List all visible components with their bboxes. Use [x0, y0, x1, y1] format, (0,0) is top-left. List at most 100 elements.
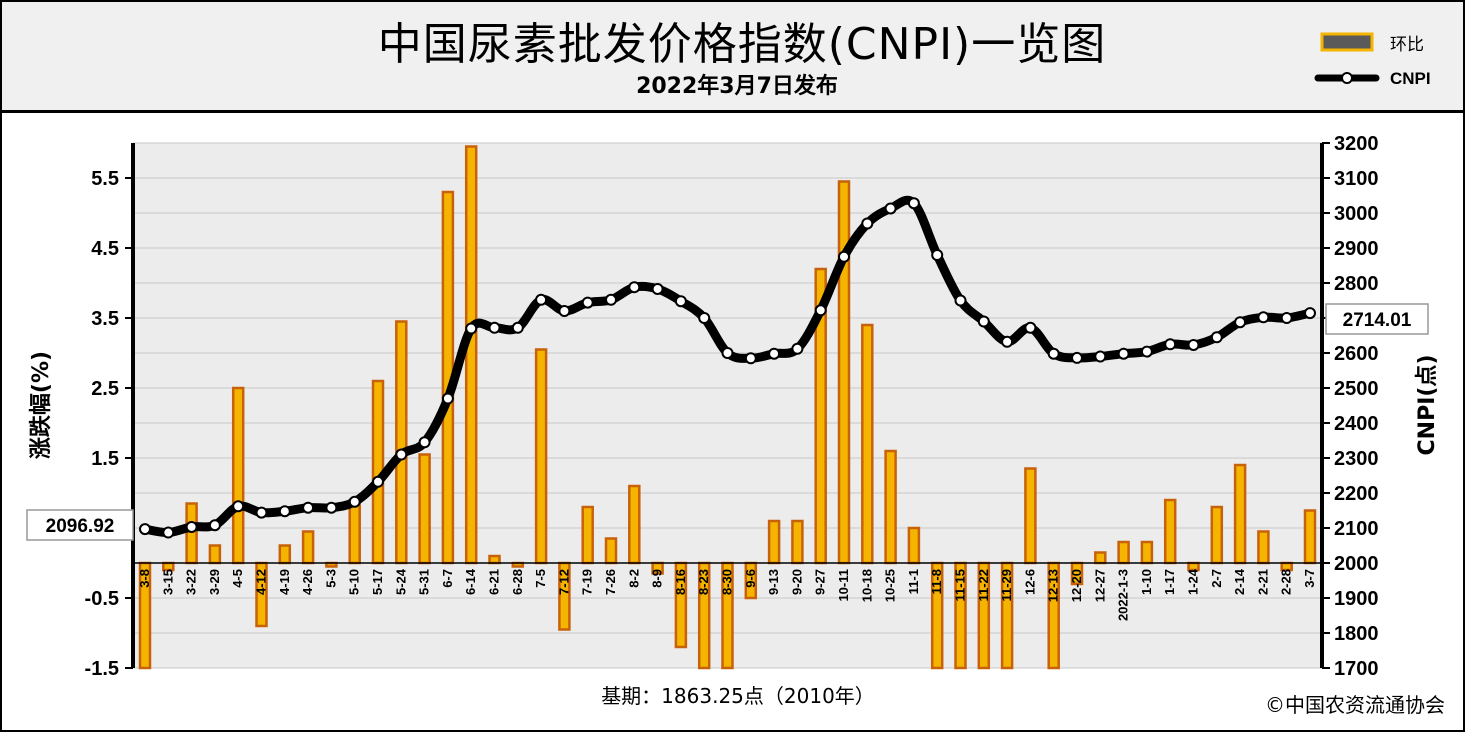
bar	[1303, 509, 1317, 565]
bar	[185, 502, 198, 565]
x-tick-label: 5-31	[417, 569, 432, 595]
x-tick-label: 6-7	[440, 569, 455, 588]
legend-line-marker	[1341, 72, 1353, 84]
cnpi-point	[744, 352, 757, 365]
bar	[1210, 505, 1224, 565]
cnpi-point	[302, 501, 315, 514]
cnpi-point	[418, 436, 431, 449]
x-tick-label: 12-6	[1022, 569, 1037, 595]
cnpi-point	[768, 347, 781, 360]
cnpi-point	[185, 520, 198, 533]
bar	[534, 348, 548, 565]
cnpi-point	[208, 519, 221, 532]
y-right-tick-label: 2000	[1334, 553, 1379, 575]
cnpi-point	[1071, 351, 1083, 364]
y-right-ticks: 3200310030002900280027002600250024002300…	[1322, 133, 1379, 680]
x-tick-label: 10-11	[836, 569, 851, 602]
cnpi-point	[1234, 316, 1247, 329]
y-left-tick-label: 2.5	[91, 378, 119, 400]
x-tick-label: 12-13	[1046, 569, 1061, 602]
bar	[1024, 467, 1037, 565]
bar	[1094, 551, 1107, 565]
legend-bar-label: 环比	[1390, 35, 1424, 55]
cnpi-point	[1257, 311, 1270, 324]
x-tick-label: 3-7	[1302, 569, 1317, 588]
cnpi-point	[255, 506, 268, 519]
legend-bar-swatch	[1320, 32, 1374, 52]
x-tick-label: 5-17	[370, 569, 385, 595]
x-tick-label: 11-22	[976, 569, 991, 602]
x-tick-label: 7-12	[556, 569, 571, 595]
y-right-tick-label: 2400	[1334, 413, 1379, 435]
cnpi-point	[651, 282, 664, 295]
y-right-tick-label: 2100	[1334, 518, 1379, 540]
cnpi-point	[698, 312, 711, 324]
cnpi-point	[791, 342, 804, 355]
bar	[837, 180, 851, 565]
y-right-title: CNPI(点)	[1414, 355, 1440, 456]
cnpi-point	[511, 321, 524, 334]
y-left-tick-label: -0.5	[85, 588, 119, 610]
x-tick-label: 11-8	[929, 569, 944, 594]
bar	[162, 561, 175, 572]
cnpi-point	[674, 295, 687, 308]
bar	[418, 453, 431, 565]
y-left-tick-label: 5.5	[91, 168, 119, 190]
x-tick-label: 3-15	[160, 569, 175, 595]
y-left-ticks: 5.54.53.52.51.50.5-0.5-1.5	[85, 168, 133, 680]
bar	[395, 320, 408, 565]
y-right-tick-label: 1800	[1334, 623, 1379, 645]
y-left-title: 涨跌幅(%)	[29, 351, 54, 459]
cnpi-point	[721, 347, 734, 359]
x-tick-label: 3-29	[207, 569, 222, 595]
x-tick-label: 10-18	[859, 569, 874, 602]
x-tick-label: 2-21	[1255, 569, 1270, 595]
cnpi-point	[441, 392, 454, 405]
line-series	[139, 195, 1316, 539]
end-callout-box	[1325, 303, 1429, 335]
cnpi-point	[605, 293, 617, 306]
bar	[1187, 561, 1200, 572]
x-tick-label: 7-26	[603, 569, 618, 595]
cnpi-point	[139, 523, 151, 536]
cnpi-point	[348, 495, 361, 508]
cnpi-point	[884, 202, 897, 215]
cnpi-point	[838, 250, 850, 263]
y-right-tick-label: 3100	[1334, 168, 1379, 190]
cnpi-point	[1024, 321, 1037, 334]
x-tick-label: 1-17	[1162, 569, 1177, 595]
y-right-tick-label: 2500	[1334, 378, 1379, 400]
x-tick-label: 2-7	[1209, 569, 1224, 588]
cnpi-point	[278, 505, 291, 518]
x-tick-label: 2022-1-3	[1116, 569, 1131, 621]
y-left-tick-label: 3.5	[91, 308, 119, 330]
x-tick-label: 1-10	[1139, 569, 1154, 595]
x-tick-label: 3-22	[184, 569, 199, 595]
bar	[1140, 540, 1154, 565]
x-tick-label: 3-8	[137, 569, 152, 588]
cnpi-point	[814, 304, 827, 317]
chart-subtitle: 2022年3月7日发布	[636, 74, 838, 99]
x-tick-label: 1-24	[1186, 568, 1201, 595]
cnpi-point	[1117, 347, 1130, 360]
x-tick-label: 5-3	[323, 569, 338, 588]
cnpi-point	[977, 315, 990, 328]
x-tick-labels: 3-8 3-15 3-22 3-29 4-5 4-12 4-19 4-26 5-3 5-10 5-1…	[137, 568, 1317, 621]
start-callout-label: 2096.92	[46, 516, 115, 537]
x-tick-label: 8-30	[720, 569, 735, 595]
x-tick-label: 10-25	[883, 569, 898, 602]
x-tick-label: 8-23	[696, 569, 711, 595]
start-callout-box	[26, 509, 134, 541]
x-tick-label: 5-24	[393, 568, 408, 595]
cnpi-point	[954, 294, 967, 307]
x-tick-label: 7-19	[580, 569, 595, 595]
bar	[791, 519, 804, 565]
cnpi-point	[325, 501, 338, 514]
end-callout-label: 2714.01	[1343, 310, 1412, 331]
cnpi-point	[1304, 307, 1316, 320]
legend-line-label: CNPI	[1390, 69, 1431, 88]
copyright-note: ©中国农资流通协会	[1265, 693, 1445, 717]
bar	[907, 526, 921, 565]
x-tick-label: 11-29	[999, 569, 1014, 602]
